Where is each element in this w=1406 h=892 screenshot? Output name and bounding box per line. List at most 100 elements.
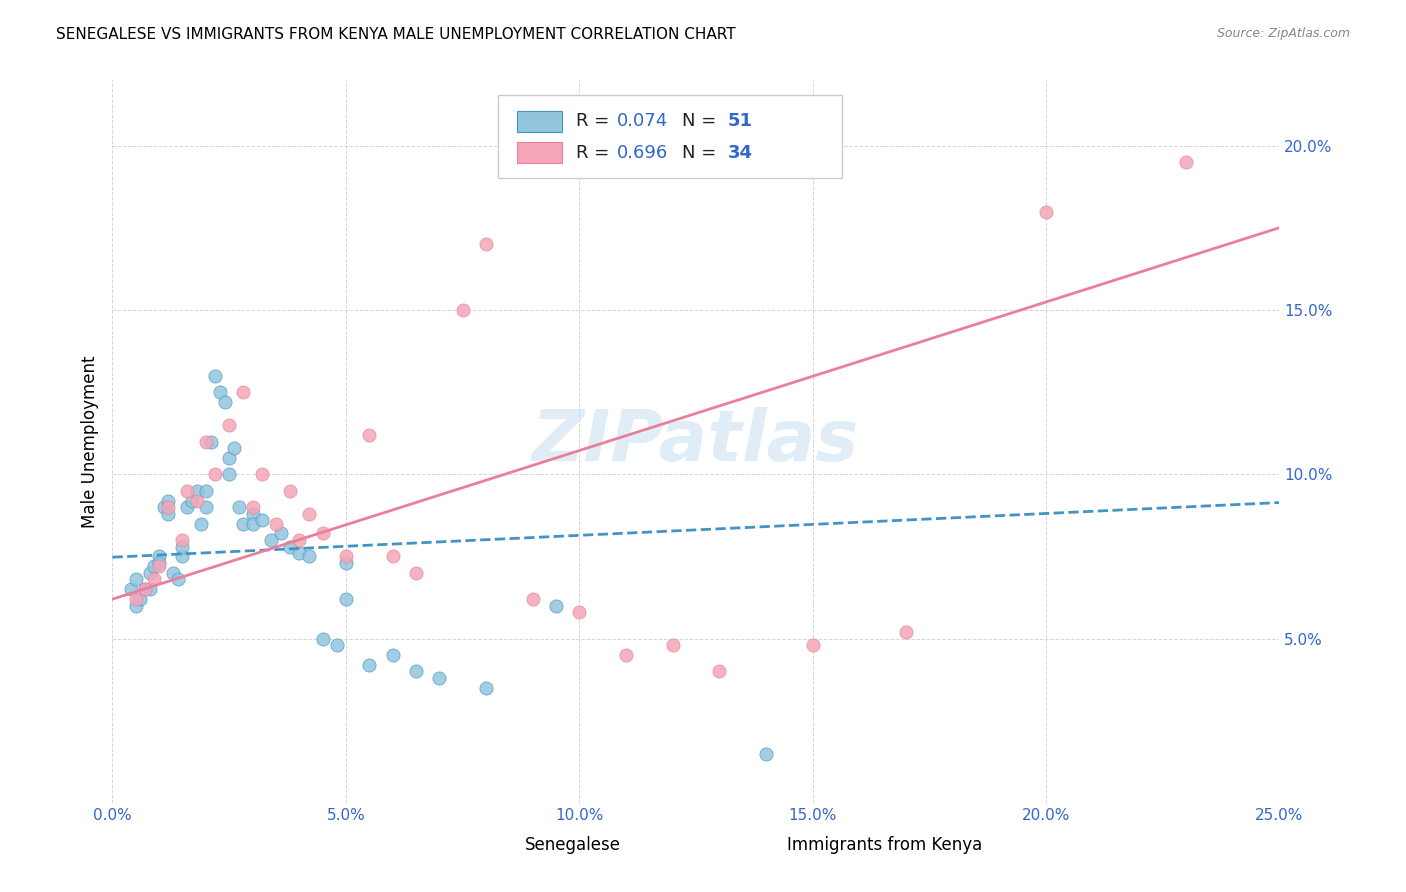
Point (250, 513, 273, 527)
Point (288, 546, 311, 560)
Text: SENEGALESE VS IMMIGRANTS FROM KENYA MALE UNEMPLOYMENT CORRELATION CHART: SENEGALESE VS IMMIGRANTS FROM KENYA MALE… (56, 27, 735, 42)
Point (335, 549, 357, 564)
Point (270, 526, 292, 541)
Point (278, 483, 301, 498)
Point (166, 573, 188, 587)
Point (475, 681, 498, 695)
Point (709, 665, 731, 679)
Text: 0.696: 0.696 (617, 144, 668, 161)
FancyBboxPatch shape (517, 143, 562, 162)
Point (297, 507, 319, 521)
Point (180, 493, 202, 508)
Point (405, 665, 427, 679)
Point (1035, 204, 1057, 219)
Point (176, 483, 198, 498)
Point (148, 549, 170, 564)
Point (475, 237, 498, 252)
Point (359, 657, 381, 672)
Point (894, 625, 917, 640)
Point (544, 599, 567, 613)
Point (311, 632, 333, 646)
Point (242, 500, 264, 515)
Point (120, 582, 142, 597)
Point (250, 467, 273, 482)
Text: 0.074: 0.074 (617, 112, 668, 130)
Point (125, 573, 148, 587)
Point (148, 556, 170, 570)
Point (755, 747, 778, 761)
Text: R =: R = (576, 112, 614, 130)
Point (242, 507, 264, 521)
Point (232, 385, 254, 400)
FancyBboxPatch shape (517, 112, 562, 132)
Point (204, 467, 226, 482)
Point (194, 500, 217, 515)
Point (162, 566, 184, 580)
Point (297, 549, 319, 564)
Point (801, 638, 824, 652)
Point (200, 434, 222, 449)
Point (143, 573, 166, 587)
Text: Source: ZipAtlas.com: Source: ZipAtlas.com (1216, 27, 1350, 40)
Point (614, 648, 637, 662)
Point (218, 418, 240, 433)
Point (172, 533, 194, 547)
Point (204, 368, 226, 383)
Point (139, 566, 162, 580)
Point (335, 592, 357, 607)
Point (218, 450, 240, 465)
Point (325, 638, 347, 652)
Point (186, 493, 208, 508)
Point (451, 303, 474, 318)
Point (222, 441, 245, 455)
FancyBboxPatch shape (498, 95, 842, 178)
Point (242, 516, 264, 531)
Point (134, 582, 156, 597)
Point (218, 467, 240, 482)
Point (214, 395, 236, 409)
Point (157, 493, 180, 508)
Text: Senegalese: Senegalese (524, 837, 620, 855)
Text: 34: 34 (727, 144, 752, 161)
Point (311, 526, 333, 541)
Point (264, 516, 287, 531)
Point (335, 556, 357, 570)
Point (232, 516, 254, 531)
Point (288, 533, 311, 547)
Point (260, 533, 283, 547)
Point (522, 592, 544, 607)
Text: R =: R = (576, 144, 614, 161)
Point (405, 566, 427, 580)
Point (148, 559, 170, 574)
Point (381, 549, 404, 564)
Y-axis label: Male Unemployment: Male Unemployment (80, 355, 98, 528)
Point (1175, 155, 1198, 169)
Point (157, 507, 180, 521)
Point (194, 434, 217, 449)
Point (172, 549, 194, 564)
Point (157, 500, 180, 515)
Point (129, 592, 152, 607)
Text: N =: N = (682, 144, 721, 161)
Point (568, 605, 591, 619)
Point (176, 500, 198, 515)
Point (228, 500, 250, 515)
Text: N =: N = (682, 112, 721, 130)
Point (661, 638, 683, 652)
Text: Immigrants from Kenya: Immigrants from Kenya (787, 837, 983, 855)
Point (172, 540, 194, 554)
Point (153, 500, 176, 515)
Point (194, 483, 217, 498)
Point (278, 540, 301, 554)
Point (359, 428, 381, 442)
Text: 51: 51 (727, 112, 752, 130)
Point (125, 592, 148, 607)
Point (381, 648, 404, 662)
Point (208, 385, 231, 400)
Point (134, 582, 156, 597)
Point (139, 582, 162, 597)
Point (427, 671, 450, 685)
Point (125, 599, 148, 613)
Point (190, 516, 212, 531)
Point (143, 559, 166, 574)
